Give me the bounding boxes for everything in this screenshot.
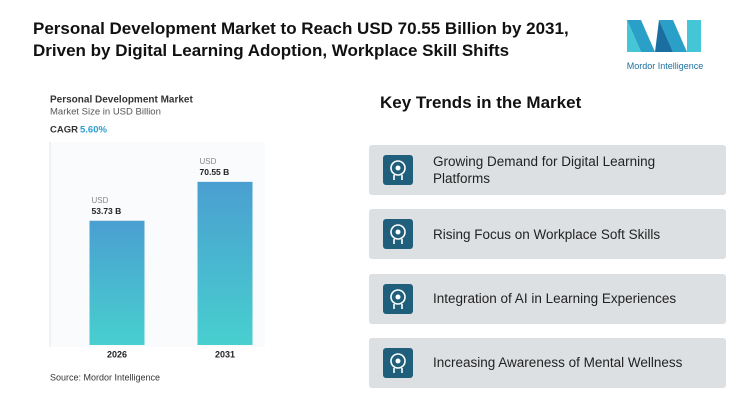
logo-mark [627,20,701,52]
trends-title: Key Trends in the Market [380,93,582,112]
bar [89,220,145,345]
chart-subtitle: Market Size in USD Billion [50,107,161,118]
x-tick-label: 2026 [107,349,127,359]
unit-label: USD [92,196,109,205]
trend-item: Growing Demand for Digital Learning Plat… [369,145,726,195]
page-title: Personal Development Market to Reach USD… [33,19,569,60]
trend-text: Growing Demand for Digital Learning Plat… [433,154,656,186]
value-label: 53.73 B [92,206,122,216]
x-tick-label: 2031 [215,349,235,359]
chart: Personal Development Market Market Size … [49,95,265,382]
trend-text: Rising Focus on Workplace Soft Skills [433,226,661,242]
value-label: 70.55 B [200,167,230,177]
icon-glyph [390,288,406,309]
cagr-label: CAGR [50,125,78,136]
trend-item: Integration of AI in Learning Experience… [369,273,726,324]
icon-glyph [390,224,406,245]
trend-icon [383,219,413,250]
bar [197,181,253,345]
trend-icon [383,347,413,378]
trend-item: Increasing Awareness of Mental Wellness [369,337,726,388]
cagr-value: 5.60% [80,125,107,136]
trend-icon [383,283,413,314]
icon-glyph [390,160,406,180]
trend-text: Increasing Awareness of Mental Wellness [433,355,683,371]
unit-label: USD [200,157,217,166]
source: Source: Mordor Intelligence [50,372,160,382]
logo: Mordor Intelligence [615,18,715,71]
icon-glyph [390,353,406,373]
chart-title: Personal Development Market [50,95,193,106]
logo-text: Mordor Intelligence [626,61,704,71]
trend-icon [383,155,413,185]
trend-text: Integration of AI in Learning Experience… [433,291,677,307]
trend-item: Rising Focus on Workplace Soft Skills [369,209,726,260]
